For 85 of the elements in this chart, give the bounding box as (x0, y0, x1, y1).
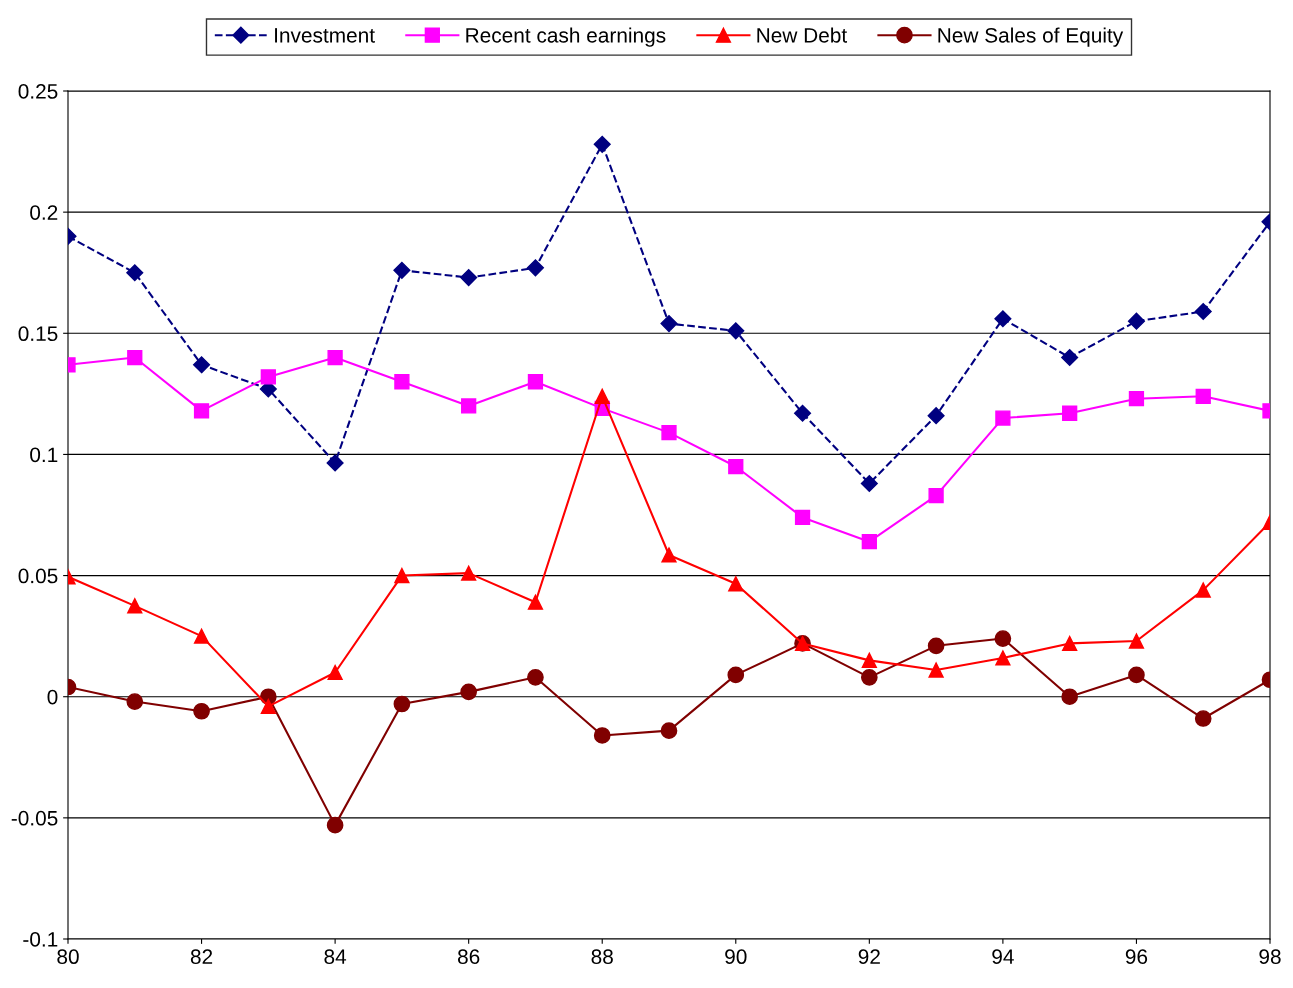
point (994, 310, 1012, 328)
point (527, 668, 544, 686)
point (127, 349, 143, 366)
y-tick-label: 0.2 (30, 205, 58, 220)
point (660, 315, 678, 333)
x-tick-label: 84 (324, 949, 347, 965)
point (193, 356, 211, 374)
point (126, 693, 144, 710)
point (728, 458, 744, 475)
point (593, 727, 611, 744)
x-tick-label: 86 (457, 949, 480, 965)
point (1128, 391, 1145, 407)
point (1195, 582, 1211, 598)
point (995, 410, 1011, 426)
y-tick-label: 0.15 (18, 326, 58, 342)
point (661, 424, 677, 441)
point (727, 322, 745, 340)
point (860, 668, 878, 686)
point (928, 487, 944, 504)
y-tick-label: 0.1 (30, 447, 58, 463)
point (927, 637, 945, 655)
point (394, 567, 410, 584)
y-tick-label: -0.05 (11, 810, 58, 826)
point (1128, 666, 1145, 684)
point (260, 369, 276, 385)
point (1195, 388, 1211, 404)
point (861, 534, 877, 550)
point (327, 349, 343, 366)
x-tick-label: 80 (57, 949, 79, 965)
point (660, 722, 678, 739)
legend-label: Recent cash earnings (466, 27, 666, 47)
point (928, 662, 944, 678)
y-tick-label: 0.25 (18, 84, 58, 99)
point (326, 454, 344, 472)
point (527, 374, 544, 390)
legend-label: Investment (275, 28, 375, 43)
point (460, 683, 478, 701)
legend-label: New Debt (757, 27, 848, 43)
point (1062, 405, 1078, 421)
point (127, 598, 143, 614)
point (1062, 635, 1078, 652)
point (1194, 710, 1212, 727)
x-tick-label: 94 (992, 949, 1014, 965)
point (527, 594, 544, 610)
point (661, 547, 677, 563)
x-tick-label: 82 (190, 949, 213, 965)
point (460, 269, 478, 287)
point (326, 816, 344, 834)
point (1061, 688, 1079, 706)
point (394, 374, 410, 390)
point (927, 407, 945, 425)
x-tick-label: 90 (725, 949, 747, 965)
x-tick-label: 98 (1259, 949, 1281, 965)
y-tick-label: 0.05 (18, 568, 58, 584)
x-tick-label: 96 (1125, 949, 1148, 965)
point (526, 259, 544, 277)
point (1127, 312, 1145, 330)
x-tick-label: 88 (591, 949, 613, 965)
point (994, 630, 1012, 647)
point (193, 702, 210, 720)
point (593, 135, 611, 153)
point (126, 264, 144, 282)
point (860, 474, 878, 493)
point (1128, 633, 1145, 649)
point (727, 666, 745, 684)
point (461, 398, 477, 414)
point (861, 652, 877, 669)
x-tick-label: 92 (858, 949, 880, 965)
point (728, 576, 744, 592)
point (393, 695, 411, 713)
point (794, 404, 812, 422)
point (1194, 302, 1212, 321)
point (193, 628, 210, 644)
y-tick-label: 0 (47, 689, 58, 705)
legend-label: New Sales of Equity (938, 27, 1124, 47)
point (794, 509, 811, 526)
point (393, 261, 411, 279)
y-tick-label: -0.1 (23, 932, 58, 947)
point (461, 565, 477, 581)
point (327, 664, 343, 681)
point (193, 403, 210, 419)
point (594, 388, 610, 404)
point (1061, 348, 1079, 367)
point (995, 650, 1011, 666)
point (260, 698, 276, 715)
